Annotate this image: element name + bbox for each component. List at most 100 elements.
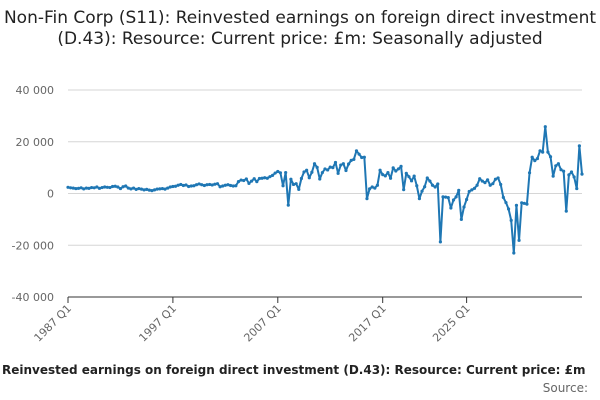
data-point bbox=[438, 240, 442, 244]
data-point bbox=[215, 182, 220, 186]
data-point bbox=[84, 186, 88, 190]
data-point bbox=[457, 188, 461, 192]
data-point bbox=[270, 173, 275, 177]
data-point bbox=[349, 158, 353, 162]
source-label: Source: bbox=[542, 381, 588, 395]
data-point bbox=[423, 185, 427, 189]
data-point bbox=[347, 162, 351, 166]
data-point bbox=[430, 183, 435, 187]
x-tick-label: 1987 Q1 bbox=[32, 302, 75, 345]
data-point bbox=[420, 189, 424, 193]
data-point bbox=[108, 185, 112, 190]
data-point bbox=[564, 209, 568, 213]
data-point bbox=[383, 174, 387, 178]
data-point bbox=[381, 173, 385, 177]
data-point bbox=[551, 174, 555, 178]
data-point bbox=[365, 197, 369, 201]
data-point bbox=[181, 183, 185, 188]
x-tick-label: 2007 Q1 bbox=[241, 302, 284, 345]
data-point bbox=[320, 170, 324, 175]
data-point bbox=[205, 183, 209, 187]
data-point bbox=[221, 184, 225, 188]
data-point bbox=[289, 177, 293, 181]
data-point bbox=[399, 164, 403, 168]
data-point bbox=[131, 186, 136, 190]
y-tick-label: 0 bbox=[47, 188, 54, 201]
data-point bbox=[538, 149, 542, 153]
data-point bbox=[470, 188, 474, 192]
data-point bbox=[459, 217, 463, 221]
data-point bbox=[197, 182, 201, 186]
data-point bbox=[184, 183, 188, 187]
data-point bbox=[152, 188, 157, 192]
data-point bbox=[323, 167, 327, 171]
data-point bbox=[480, 179, 484, 183]
data-point bbox=[341, 162, 345, 166]
data-point bbox=[514, 203, 519, 207]
data-point bbox=[433, 185, 437, 189]
data-point bbox=[263, 176, 267, 180]
data-point bbox=[546, 150, 550, 154]
data-point bbox=[333, 160, 338, 165]
data-point bbox=[512, 251, 516, 255]
data-point bbox=[213, 182, 217, 186]
data-point bbox=[331, 166, 335, 170]
data-point bbox=[444, 195, 448, 199]
data-point bbox=[496, 176, 500, 180]
data-point bbox=[210, 183, 214, 187]
data-point bbox=[95, 185, 99, 189]
data-point bbox=[74, 186, 78, 191]
data-point bbox=[375, 183, 380, 187]
data-point bbox=[158, 187, 162, 191]
data-point bbox=[247, 181, 251, 186]
data-point bbox=[417, 197, 422, 201]
data-point bbox=[110, 184, 115, 189]
data-point bbox=[90, 185, 94, 190]
data-point bbox=[328, 165, 332, 169]
data-point bbox=[145, 187, 149, 191]
data-point bbox=[428, 179, 432, 183]
data-point bbox=[485, 178, 490, 182]
data-point bbox=[278, 171, 283, 175]
data-point bbox=[273, 171, 277, 175]
data-point bbox=[284, 170, 288, 175]
data-point bbox=[580, 172, 584, 176]
data-point bbox=[260, 176, 264, 180]
data-point bbox=[299, 176, 303, 181]
data-point bbox=[407, 175, 411, 179]
data-point bbox=[491, 182, 495, 186]
data-point bbox=[171, 184, 175, 189]
data-point bbox=[291, 182, 296, 187]
data-point bbox=[121, 185, 125, 189]
data-point bbox=[163, 187, 167, 191]
data-point bbox=[97, 186, 102, 190]
data-point bbox=[402, 188, 406, 192]
series-label: Reinvested earnings on foreign direct in… bbox=[2, 363, 586, 377]
data-point bbox=[244, 177, 248, 181]
data-point bbox=[541, 150, 545, 154]
data-point bbox=[202, 183, 206, 188]
chart-title: Non-Fin Corp (S11): Reinvested earnings … bbox=[3, 8, 597, 49]
data-point bbox=[155, 187, 159, 191]
data-point bbox=[200, 183, 204, 187]
data-point bbox=[386, 170, 390, 175]
data-point bbox=[391, 166, 395, 170]
data-point bbox=[297, 187, 301, 191]
data-point bbox=[276, 169, 280, 174]
data-point bbox=[302, 170, 306, 174]
data-point bbox=[525, 202, 529, 206]
data-point bbox=[522, 201, 526, 205]
data-point bbox=[231, 184, 235, 188]
data-point bbox=[572, 175, 576, 179]
data-point bbox=[134, 187, 138, 191]
data-point bbox=[150, 189, 154, 193]
data-point bbox=[105, 185, 109, 189]
data-point bbox=[567, 173, 571, 177]
data-point bbox=[239, 178, 243, 182]
data-point bbox=[451, 198, 456, 202]
data-point bbox=[465, 197, 469, 202]
data-point bbox=[318, 177, 322, 181]
data-point bbox=[166, 186, 170, 190]
data-point bbox=[147, 188, 151, 192]
data-point bbox=[257, 176, 262, 181]
